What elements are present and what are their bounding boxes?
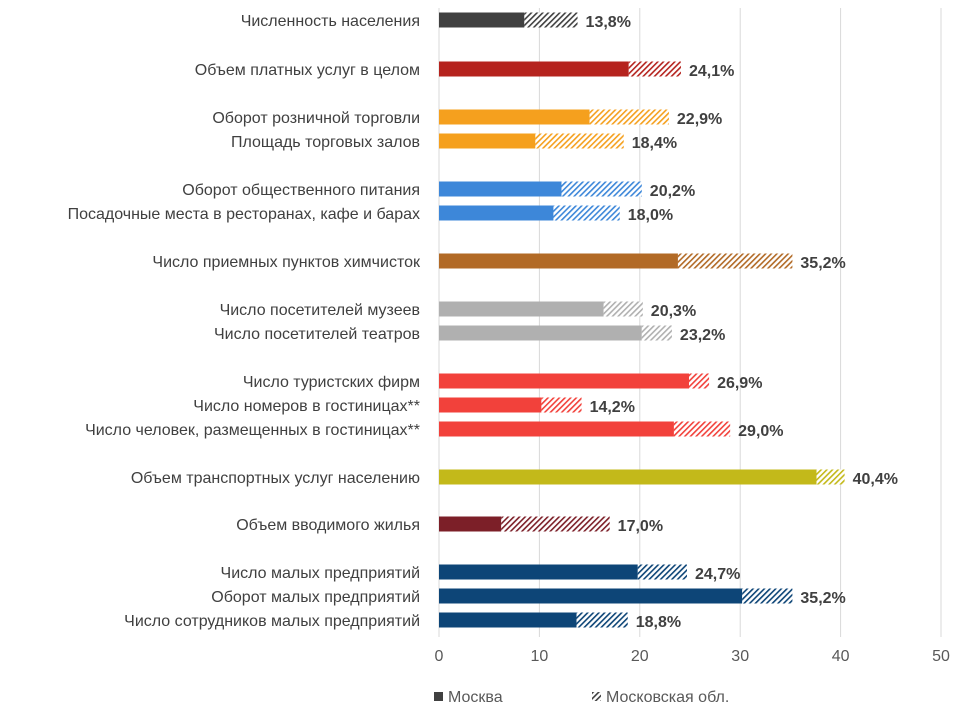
bar-oblast <box>576 612 628 628</box>
value-label: 14,2% <box>590 399 635 416</box>
bar-moscow <box>439 373 689 389</box>
bar-oblast <box>541 397 582 413</box>
category-label: Число посетителей музеев <box>220 302 420 319</box>
bar-oblast <box>641 325 672 341</box>
x-axis-ticks: 0 10 20 30 40 50 <box>435 648 950 665</box>
bar-moscow <box>439 325 642 341</box>
bar-oblast <box>561 181 642 197</box>
bar-moscow <box>439 612 577 628</box>
bar-moscow <box>439 469 817 485</box>
bar-oblast <box>742 588 793 604</box>
x-tick-label: 50 <box>932 648 950 665</box>
category-label: Численность населения <box>241 13 420 30</box>
value-label: 24,7% <box>695 566 740 583</box>
category-label: Объем платных услуг в целом <box>195 62 420 79</box>
bar-oblast <box>816 469 845 485</box>
bar-oblast <box>535 133 624 149</box>
value-label: 35,2% <box>800 590 845 607</box>
bar-moscow <box>439 564 638 580</box>
value-label: 29,0% <box>738 423 783 440</box>
bar-oblast <box>524 12 578 28</box>
value-label: 18,0% <box>628 207 673 224</box>
bar-moscow <box>439 133 536 149</box>
value-labels: 13,8% 24,1% 22,9%18,4% 20,2% 18,0% 35,2% 20,3%… <box>586 14 898 631</box>
legend: Москва Московская обл. <box>434 689 729 706</box>
bar-moscow <box>439 181 562 197</box>
value-label: 18,8% <box>636 614 681 631</box>
value-label: 20,3% <box>651 303 696 320</box>
category-label: Число номеров в гостиницах** <box>193 398 420 415</box>
category-label: Объем вводимого жилья <box>236 517 420 534</box>
bar-oblast <box>628 61 681 77</box>
category-label: Число малых предприятий <box>221 565 420 582</box>
legend-swatch-oblast <box>592 692 601 701</box>
category-label: Число посетителей театров <box>214 326 420 343</box>
value-label: 13,8% <box>586 14 631 31</box>
bar-moscow <box>439 301 604 317</box>
value-label: 24,1% <box>689 63 734 80</box>
category-label: Посадочные места в ресторанах, кафе и ба… <box>68 206 420 223</box>
legend-swatch-moscow <box>434 692 443 701</box>
category-label: Оборот общественного питания <box>182 182 420 199</box>
bar-moscow <box>439 397 542 413</box>
category-label: Объем транспортных услуг населению <box>131 470 420 487</box>
bar-moscow <box>439 61 629 77</box>
bar-oblast <box>677 253 793 269</box>
value-label: 40,4% <box>853 471 898 488</box>
x-tick-label: 0 <box>435 648 444 665</box>
legend-label-oblast: Московская обл. <box>606 689 729 706</box>
category-labels: Численность населения Объем платных услуг… <box>68 13 421 630</box>
value-label: 22,9% <box>677 111 722 128</box>
category-label: Число приемных пунктов химчисток <box>152 254 421 271</box>
grid-lines <box>438 8 942 637</box>
x-tick-label: 10 <box>531 648 549 665</box>
x-tick-label: 30 <box>731 648 749 665</box>
bar-oblast <box>688 373 710 389</box>
category-label: Число человек, размещенных в гостиницах*… <box>85 422 420 439</box>
bar-oblast <box>603 301 643 317</box>
x-tick-label: 20 <box>631 648 649 665</box>
x-tick-label: 40 <box>832 648 850 665</box>
value-label: 17,0% <box>618 518 663 535</box>
bar-oblast <box>637 564 687 580</box>
bar-moscow <box>439 253 678 269</box>
bar-oblast <box>673 421 731 437</box>
bar-moscow <box>439 588 743 604</box>
category-label: Оборот малых предприятий <box>211 589 420 606</box>
category-label: Оборот розничной торговли <box>212 110 420 127</box>
value-label: 35,2% <box>800 255 845 272</box>
bar-oblast <box>501 516 610 532</box>
category-label: Число сотрудников малых предприятий <box>124 613 420 630</box>
bar-oblast <box>589 109 669 125</box>
legend-label-moscow: Москва <box>448 689 503 706</box>
value-label: 26,9% <box>717 375 762 392</box>
bar-moscow <box>439 205 554 221</box>
bars <box>439 12 845 628</box>
bar-moscow <box>439 421 674 437</box>
bar-moscow <box>439 109 590 125</box>
category-label: Число туристских фирм <box>243 374 420 391</box>
value-label: 20,2% <box>650 183 695 200</box>
bar-moscow <box>439 516 502 532</box>
value-label: 18,4% <box>632 135 677 152</box>
value-label: 23,2% <box>680 327 725 344</box>
bar-oblast <box>553 205 620 221</box>
bar-moscow <box>439 12 525 28</box>
category-label: Площадь торговых залов <box>231 134 420 151</box>
